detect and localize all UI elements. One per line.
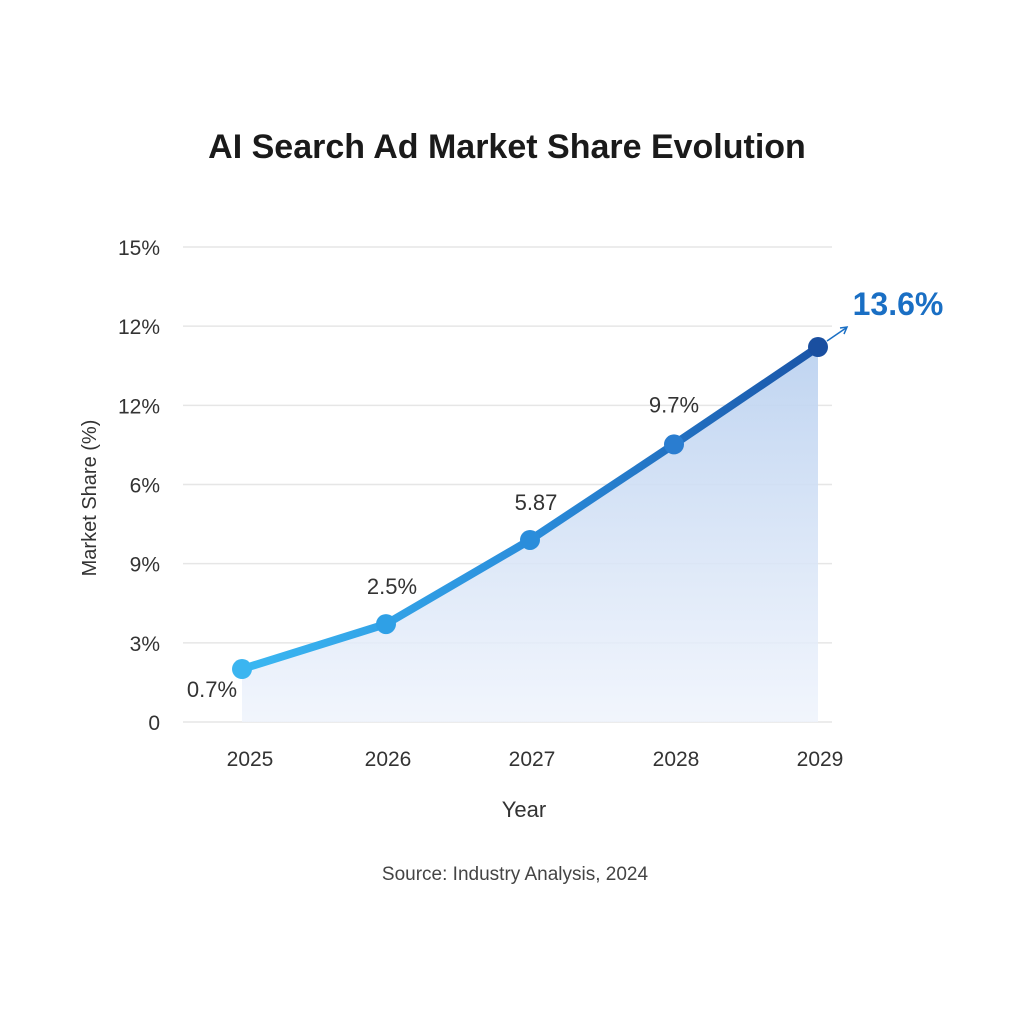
source-note: Source: Industry Analysis, 2024 [382, 864, 649, 885]
x-axis-ticks: 2025 2026 2027 2028 2029 [227, 748, 844, 771]
y-tick-label: 9% [130, 554, 160, 577]
data-label-2025: 0.7% [187, 677, 237, 702]
arrow-head-icon [839, 326, 849, 335]
x-axis-label: Year [502, 797, 546, 822]
y-axis-ticks: 0 3% 9% 6% 12% 12% 15% [118, 237, 160, 735]
x-tick-label: 2025 [227, 748, 274, 771]
data-label-2027: 5.87 [515, 490, 558, 515]
data-point-2028 [664, 434, 684, 455]
data-label-2028: 9.7% [649, 392, 699, 417]
y-tick-label: 12% [118, 395, 160, 418]
data-point-2027 [520, 529, 540, 550]
data-label-2026: 2.5% [367, 574, 417, 599]
data-point-2026 [376, 614, 396, 635]
y-tick-label: 12% [118, 316, 160, 339]
chart-title: AI Search Ad Market Share Evolution [208, 128, 806, 166]
x-tick-label: 2026 [365, 748, 412, 771]
x-tick-label: 2028 [653, 748, 700, 771]
x-tick-label: 2027 [509, 748, 556, 771]
y-tick-label: 15% [118, 237, 160, 260]
y-tick-label: 0 [148, 712, 160, 735]
y-tick-label: 3% [130, 633, 160, 656]
y-tick-label: 6% [130, 475, 160, 498]
data-points [232, 337, 828, 680]
data-labels: 0.7% 2.5% 5.87 9.7% 13.6% [187, 286, 943, 702]
x-tick-label: 2029 [797, 748, 844, 771]
y-axis-label: Market Share (%) [79, 420, 101, 577]
highlight-arrow [826, 327, 847, 342]
data-point-2025 [232, 659, 252, 680]
data-point-2029 [808, 337, 828, 358]
data-label-2029: 13.6% [853, 286, 944, 322]
